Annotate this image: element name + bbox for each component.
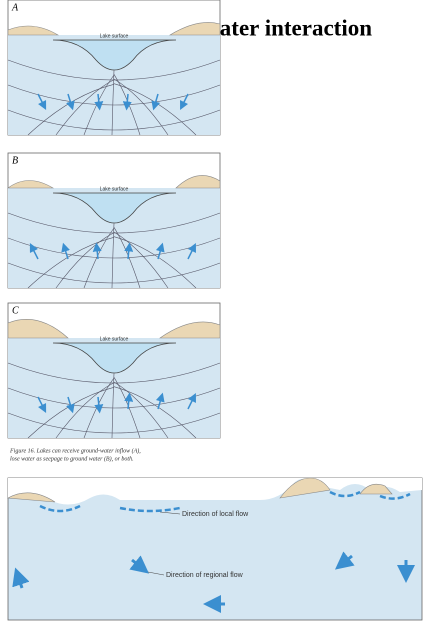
local-flow-label: Direction of local flow	[182, 511, 249, 518]
panel: B Lake surface	[7, 152, 221, 289]
flow-line	[111, 373, 115, 439]
flow-arrow	[37, 396, 47, 414]
flow-arrow	[94, 93, 104, 111]
equipotential	[7, 59, 221, 81]
leader-line	[147, 571, 165, 576]
regional-flow-arrow	[129, 555, 150, 574]
equipotential	[7, 412, 221, 434]
hill	[7, 319, 221, 339]
panel-label: A	[11, 2, 19, 13]
hill	[7, 22, 221, 36]
equipotential	[7, 262, 221, 284]
lake-label: Lake surface	[100, 186, 129, 192]
flow-line	[27, 237, 115, 289]
flow-line	[113, 377, 141, 439]
regional-flow-arrow	[12, 567, 30, 589]
equipotential	[7, 212, 221, 234]
flow-arrow	[94, 396, 104, 414]
flow-arrow	[66, 93, 75, 111]
equipotential	[7, 362, 221, 384]
flow-line	[111, 70, 115, 136]
flow-arrow	[155, 392, 165, 410]
flow-line	[83, 227, 115, 289]
flow-arrow	[122, 93, 132, 111]
flow-arrow	[155, 242, 165, 260]
flow-line	[113, 381, 169, 439]
flow-line	[113, 231, 169, 289]
regional-flow-label: Direction of regional flow	[166, 572, 244, 579]
flow-line	[111, 223, 115, 289]
flow-arrow	[66, 396, 75, 414]
local-flow	[39, 490, 411, 513]
equipotential	[7, 109, 221, 131]
lake	[52, 192, 177, 224]
flow-arrow	[180, 93, 189, 111]
flow-arrow	[29, 242, 39, 260]
flow-arrow	[37, 93, 47, 111]
lake-label: Lake surface	[100, 336, 129, 342]
flow-arrow	[61, 242, 70, 260]
lake-label: Lake surface	[100, 33, 129, 39]
flow-arrow	[187, 242, 196, 260]
regional-figure: Direction of local flow Direction of reg…	[6, 477, 423, 621]
panel: A Lake surface	[7, 0, 221, 136]
equipotential	[7, 84, 221, 106]
flow-line	[113, 227, 141, 289]
hill	[7, 175, 221, 189]
regional-flow-arrow	[334, 551, 355, 570]
flow-arrow	[92, 242, 102, 260]
caption-line: lose water as seepage to ground water (B…	[10, 455, 134, 462]
flow-arrow	[187, 392, 196, 410]
flow-arrow	[124, 242, 134, 260]
panel-label: B	[12, 155, 18, 166]
hill	[6, 477, 393, 503]
flow-line	[113, 78, 169, 136]
lake	[52, 39, 177, 71]
lake	[52, 342, 177, 374]
caption-line: Figure 16. Lakes can receive ground-wate…	[9, 447, 141, 454]
leader-line	[159, 511, 181, 515]
panel-label: C	[12, 305, 19, 316]
flow-arrow	[151, 93, 161, 111]
flow-arrow	[124, 392, 134, 410]
panel: C Lake surface	[7, 302, 221, 439]
